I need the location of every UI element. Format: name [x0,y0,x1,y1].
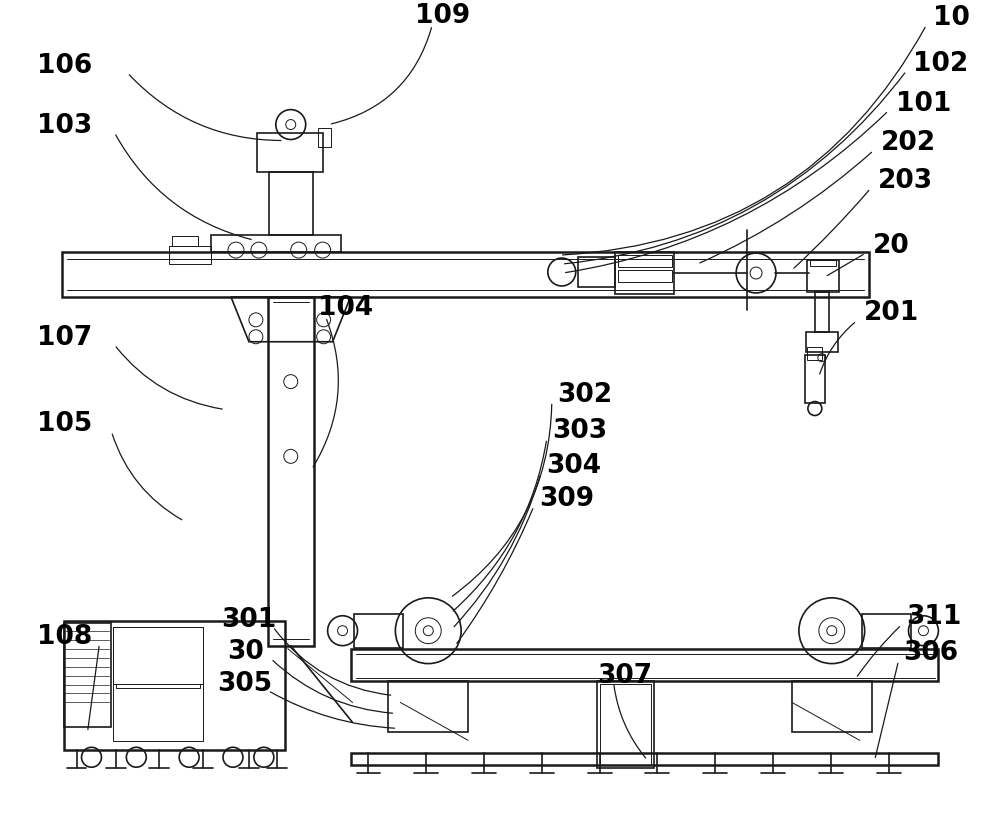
Text: 306: 306 [903,639,959,666]
Bar [169,246,211,264]
Text: 108: 108 [37,624,92,650]
Bar [807,260,838,292]
Bar [64,623,112,728]
Text: 20: 20 [872,233,909,259]
Text: 10: 10 [933,5,970,31]
Text: 305: 305 [217,671,272,696]
Text: 203: 203 [877,169,933,194]
Text: 107: 107 [37,325,92,351]
Text: 103: 103 [37,112,92,139]
Text: 309: 309 [538,487,594,512]
Bar [810,260,835,266]
Bar [354,614,404,648]
Bar [117,684,200,687]
Text: 202: 202 [880,131,936,156]
Bar [351,753,938,765]
Text: 311: 311 [906,604,962,629]
Text: 105: 105 [37,411,92,438]
Bar [114,627,203,684]
Bar [806,332,837,352]
Text: 104: 104 [318,295,373,320]
Bar [861,614,911,648]
Bar [172,236,198,246]
Bar [62,252,868,297]
Bar [805,354,825,402]
Bar [257,132,323,173]
Bar [792,681,871,733]
Bar [389,681,469,733]
Text: 304: 304 [545,453,601,479]
Bar [577,257,614,287]
Text: 106: 106 [37,53,92,78]
Text: 201: 201 [863,300,919,326]
Text: 102: 102 [913,50,969,77]
Bar [318,127,331,148]
Text: 101: 101 [895,91,951,116]
Text: 307: 307 [597,662,653,689]
Text: 301: 301 [221,607,276,633]
Bar [114,627,203,741]
Bar [599,684,651,765]
Bar [807,347,822,359]
Bar [64,621,285,750]
Bar [211,235,341,252]
Bar [596,681,654,768]
Text: 30: 30 [227,638,264,665]
Text: 303: 303 [551,419,607,444]
Text: 302: 302 [556,382,612,407]
Bar [617,270,672,282]
Bar [617,255,672,267]
Bar [351,648,938,681]
Bar [269,173,313,235]
Text: 109: 109 [416,3,471,29]
Bar [268,297,314,646]
Bar [614,252,674,294]
Bar [815,292,829,332]
